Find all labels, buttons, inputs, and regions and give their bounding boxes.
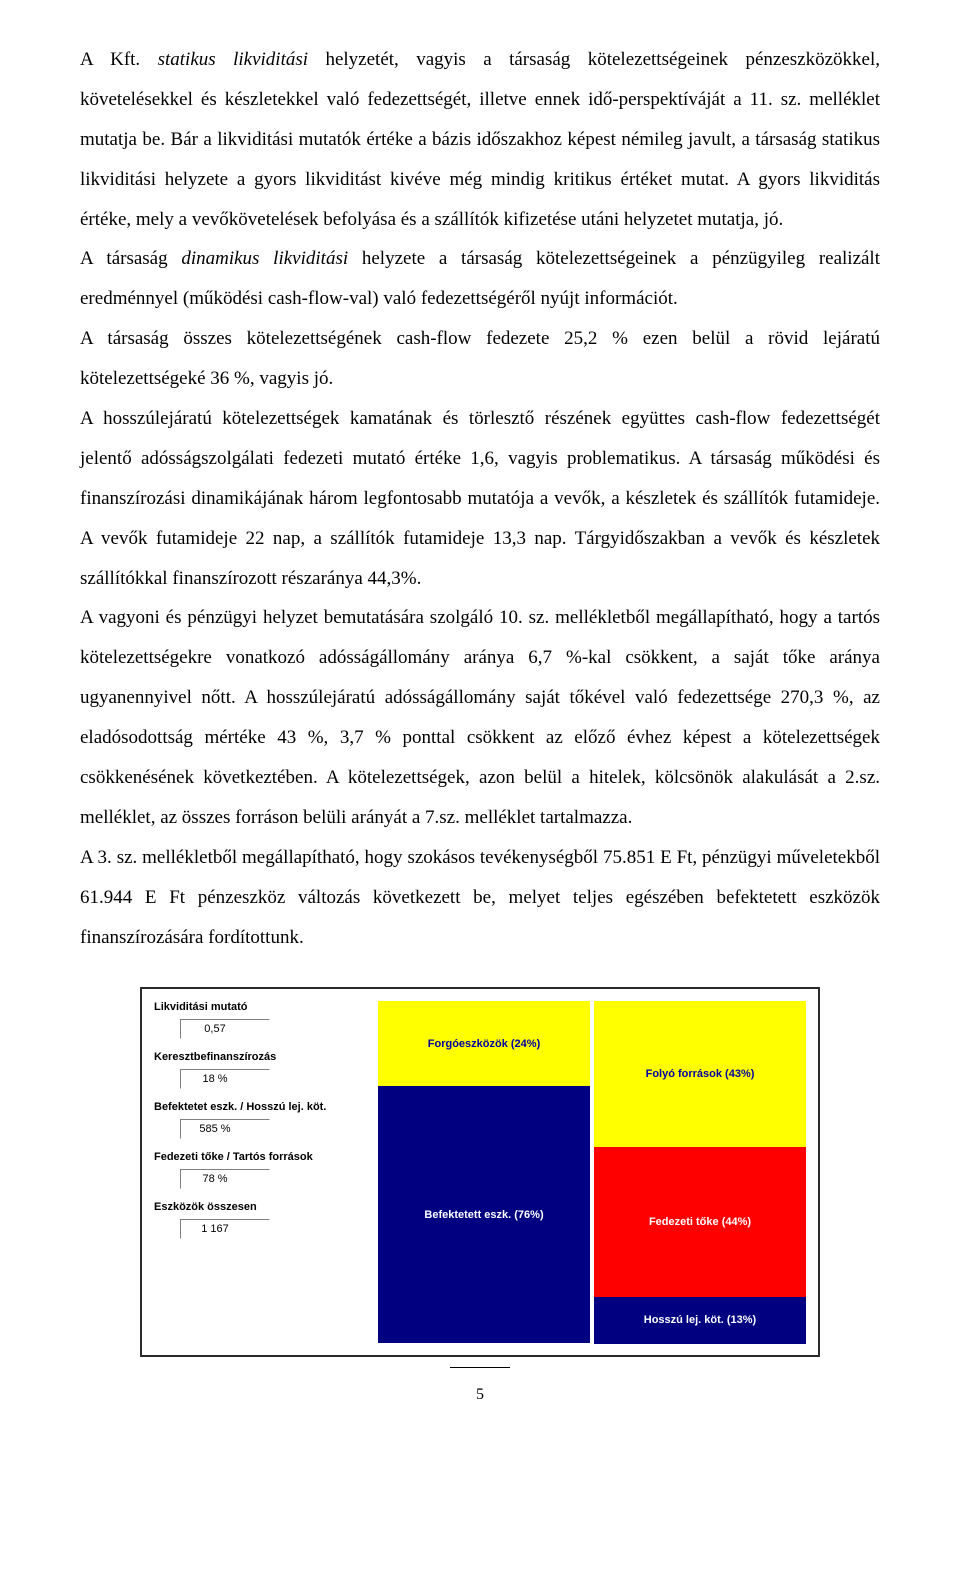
sources-bar: Folyó források (43%) Fedezeti tőke (44%)… — [594, 1001, 806, 1343]
body-paragraph: A Kft. statikus likviditási helyzetét, v… — [80, 40, 880, 957]
page-footer: 5 — [80, 1367, 880, 1404]
document-body: A Kft. statikus likviditási helyzetét, v… — [80, 40, 880, 957]
stacked-bars: Forgóeszközök (24%) Befektetett eszk. (7… — [378, 1001, 806, 1343]
metric-item: Keresztbefinanszírozás 18 % — [154, 1051, 364, 1089]
bar-segment-fedezeti: Fedezeti tőke (44%) — [594, 1147, 806, 1296]
footer-rule — [450, 1367, 510, 1368]
metric-item: Befektetet eszk. / Hosszú lej. köt. 585 … — [154, 1101, 364, 1139]
metric-value: 1 167 — [180, 1219, 270, 1239]
page-number: 5 — [80, 1386, 880, 1404]
metric-item: Fedezeti tőke / Tartós források 78 % — [154, 1151, 364, 1189]
metric-value: 0,57 — [180, 1019, 270, 1039]
metric-label: Befektetet eszk. / Hosszú lej. köt. — [154, 1101, 364, 1113]
balance-structure-chart: Likviditási mutató 0,57 Keresztbefinansz… — [140, 987, 820, 1357]
metric-item: Likviditási mutató 0,57 — [154, 1001, 364, 1039]
bar-segment-hosszu: Hosszú lej. köt. (13%) — [594, 1297, 806, 1344]
assets-bar: Forgóeszközök (24%) Befektetett eszk. (7… — [378, 1001, 590, 1343]
metric-value: 18 % — [180, 1069, 270, 1089]
metric-label: Eszközök összesen — [154, 1201, 364, 1213]
metric-label: Keresztbefinanszírozás — [154, 1051, 364, 1063]
bar-segment-folyo: Folyó források (43%) — [594, 1001, 806, 1147]
bar-segment-forgoeszk: Forgóeszközök (24%) — [378, 1001, 590, 1085]
metric-item: Eszközök összesen 1 167 — [154, 1201, 364, 1239]
metrics-panel: Likviditási mutató 0,57 Keresztbefinansz… — [154, 1001, 364, 1343]
bar-segment-befektetett: Befektetett eszk. (76%) — [378, 1086, 590, 1344]
metric-value: 78 % — [180, 1169, 270, 1189]
metric-value: 585 % — [180, 1119, 270, 1139]
metric-label: Fedezeti tőke / Tartós források — [154, 1151, 364, 1163]
metric-label: Likviditási mutató — [154, 1001, 364, 1013]
